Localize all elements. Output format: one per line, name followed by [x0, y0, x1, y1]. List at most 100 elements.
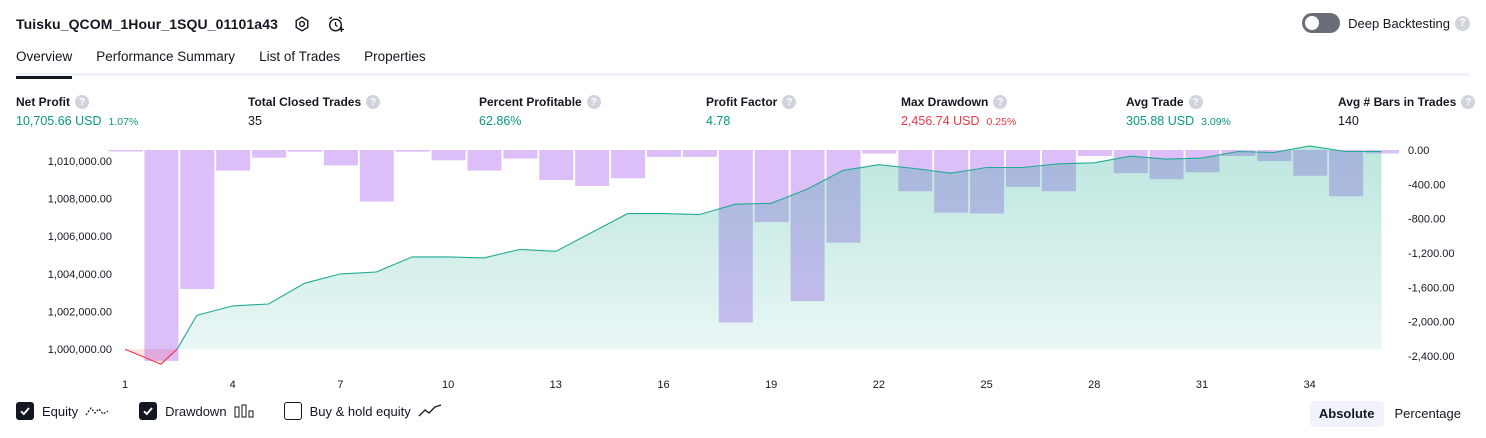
- right-axis-tick: -800.00: [1408, 214, 1445, 226]
- help-question-icon[interactable]: ?: [1188, 95, 1203, 109]
- equity-loss-area: [125, 349, 178, 365]
- deep-backtesting-label: Deep Backtesting: [1348, 15, 1450, 31]
- drawdown-bars-icon: [234, 404, 254, 418]
- x-axis-tick: 31: [1196, 379, 1208, 391]
- right-axis-tick: -1,600.00: [1408, 282, 1454, 294]
- metric-value: 305.88 USD: [1126, 114, 1195, 128]
- help-question-icon[interactable]: ?: [75, 95, 89, 109]
- strategy-header: Tuisku_QCOM_1Hour_1SQU_01101a43: [16, 12, 346, 36]
- metric-label: Max Drawdown: [901, 95, 989, 109]
- equity-line-below-initial: [124, 348, 178, 365]
- add-alert-clock-icon[interactable]: [326, 14, 346, 34]
- drawdown-bar: [503, 150, 538, 159]
- metric-value: 62.86%: [479, 114, 522, 128]
- right-axis-tick: -2,000.00: [1408, 317, 1454, 329]
- legend-equity[interactable]: Equity: [16, 402, 109, 420]
- legend-drawdown[interactable]: Drawdown: [139, 402, 254, 420]
- equity-drawdown-chart: 1,010,000.00 1,008,000.00 1,006,000.00 1,00…: [48, 145, 1455, 391]
- x-axis-tick: 16: [657, 379, 669, 391]
- drawdown-bar: [467, 150, 502, 171]
- drawdown-bar: [431, 150, 466, 161]
- drawdown-bar: [180, 150, 215, 289]
- drawdown-bar: [144, 150, 179, 361]
- legend-buy-hold-equity[interactable]: Buy & hold equity: [283, 402, 442, 420]
- buy-hold-checkbox[interactable]: [283, 402, 302, 420]
- tab-overview[interactable]: Overview: [16, 46, 73, 79]
- left-axis-tick: 1,010,000.00: [48, 156, 112, 168]
- drawdown-bar: [288, 150, 322, 152]
- drawdown-bar: [682, 150, 717, 157]
- x-axis-tick: 13: [550, 379, 562, 391]
- right-axis-tick: -1,200.00: [1408, 248, 1454, 260]
- equity-line: [176, 145, 1382, 350]
- metric-value: 35: [248, 114, 262, 128]
- help-question-icon[interactable]: ?: [366, 95, 381, 109]
- drawdown-bar: [611, 150, 646, 179]
- tab-properties[interactable]: Properties: [364, 49, 426, 64]
- metric-value: 140: [1338, 114, 1359, 128]
- strategy-title: Tuisku_QCOM_1Hour_1SQU_01101a43: [16, 16, 278, 32]
- x-axis-tick: 10: [442, 379, 454, 391]
- legend-buyhold-label: Buy & hold equity: [309, 403, 411, 419]
- x-axis-tick: 4: [230, 379, 236, 391]
- report-tabs: Overview Performance Summary List of Tra…: [16, 46, 1470, 79]
- metric-avg-trade: Avg Trade? 305.88 USD 3.09%: [1126, 94, 1231, 128]
- settings-gear-icon[interactable]: [292, 14, 312, 34]
- right-axis-tick: -2,400.00: [1408, 351, 1454, 363]
- metric-profit-factor: Profit Factor? 4.78: [706, 94, 797, 128]
- drawdown-bar: [359, 150, 394, 202]
- metric-label: Net Profit: [16, 95, 70, 109]
- buy-hold-line-icon: [418, 404, 442, 418]
- drawdown-bar: [252, 150, 287, 158]
- left-axis-tick: 1,006,000.00: [48, 231, 112, 243]
- help-question-icon[interactable]: ?: [1455, 15, 1470, 31]
- right-axis-tick: -400.00: [1408, 179, 1445, 191]
- equity-line-icon: [85, 404, 109, 418]
- metric-net-profit: Net Profit? 10,705.66 USD 1.07%: [16, 94, 138, 128]
- x-axis-tick: 25: [980, 379, 992, 391]
- metric-label: Total Closed Trades: [248, 95, 362, 109]
- left-axis-tick: 1,000,000.00: [48, 344, 112, 356]
- left-axis-tick: 1,004,000.00: [48, 269, 112, 281]
- drawdown-bar: [647, 150, 681, 157]
- metric-label: Profit Factor: [706, 95, 778, 109]
- deep-backtesting-control: Deep Backtesting ?: [1302, 13, 1470, 33]
- help-question-icon[interactable]: ?: [586, 95, 601, 109]
- metric-percent: 1.07%: [108, 116, 139, 128]
- tab-list-of-trades[interactable]: List of Trades: [259, 49, 341, 64]
- drawdown-bar: [108, 150, 143, 152]
- metric-percent: 0.25%: [986, 116, 1017, 128]
- drawdown-bar: [395, 150, 430, 152]
- drawdown-bar: [216, 150, 251, 171]
- metric-value: 10,705.66 USD: [16, 114, 102, 128]
- metric-percent-profitable: Percent Profitable? 62.86%: [479, 94, 601, 128]
- drawdown-bar: [575, 150, 610, 186]
- x-axis-tick: 1: [122, 379, 128, 391]
- tab-performance-summary[interactable]: Performance Summary: [96, 49, 236, 64]
- absolute-button[interactable]: Absolute: [1309, 401, 1384, 427]
- x-axis-tick: 22: [873, 379, 885, 391]
- help-question-icon[interactable]: ?: [782, 95, 797, 109]
- x-axis-tick: 19: [765, 379, 777, 391]
- metric-value: 2,456.74 USD: [901, 114, 980, 128]
- percentage-button[interactable]: Percentage: [1394, 406, 1462, 421]
- x-axis-tick: 7: [337, 379, 343, 391]
- metric-value: 4.78: [706, 114, 731, 128]
- x-axis-tick: 28: [1088, 379, 1100, 391]
- value-mode-switch: Absolute Percentage: [1308, 401, 1470, 427]
- drawdown-bar: [1077, 150, 1112, 156]
- metric-label: Avg # Bars in Trades: [1338, 95, 1457, 109]
- drawdown-bar: [862, 150, 897, 154]
- help-question-icon[interactable]: ?: [993, 95, 1008, 109]
- equity-checkbox[interactable]: [16, 402, 34, 420]
- help-question-icon[interactable]: ?: [1461, 95, 1476, 109]
- deep-backtesting-toggle[interactable]: [1302, 13, 1341, 33]
- left-axis-tick: 1,008,000.00: [48, 194, 112, 206]
- right-axis-tick: 0.00: [1408, 145, 1429, 157]
- metric-percent: 3.09%: [1201, 116, 1231, 128]
- drawdown-checkbox[interactable]: [139, 402, 158, 420]
- toggle-knob: [1305, 16, 1320, 30]
- metric-total-closed-trades: Total Closed Trades? 35: [248, 94, 381, 128]
- left-axis-tick: 1,002,000.00: [48, 307, 112, 319]
- drawdown-bar: [539, 150, 574, 180]
